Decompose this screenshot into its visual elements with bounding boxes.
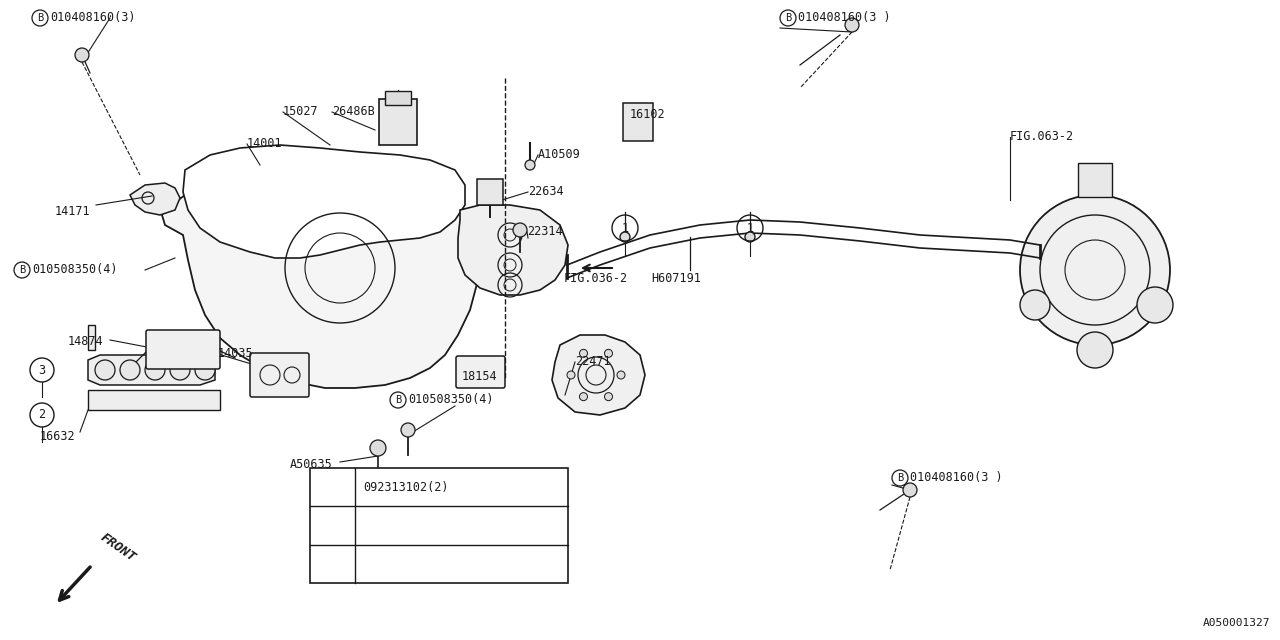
Text: A050001327: A050001327 [1202, 618, 1270, 628]
Text: 14171: 14171 [55, 205, 91, 218]
Circle shape [620, 232, 630, 242]
Text: 18154: 18154 [462, 370, 498, 383]
FancyBboxPatch shape [623, 103, 653, 141]
Text: 010406160(2 ): 010406160(2 ) [378, 559, 465, 569]
Text: B: B [394, 395, 401, 405]
Text: 22471: 22471 [575, 355, 611, 368]
Circle shape [1020, 290, 1050, 320]
Circle shape [580, 349, 588, 357]
Text: 010508350(4): 010508350(4) [408, 394, 494, 406]
Text: 1: 1 [329, 482, 335, 492]
Circle shape [1137, 287, 1172, 323]
Text: 16632: 16632 [40, 430, 76, 443]
FancyBboxPatch shape [456, 356, 506, 388]
Circle shape [845, 18, 859, 32]
Text: 092313102(2): 092313102(2) [364, 481, 448, 493]
FancyBboxPatch shape [477, 179, 503, 205]
Circle shape [76, 49, 88, 61]
Circle shape [95, 360, 115, 380]
Polygon shape [88, 355, 215, 385]
FancyBboxPatch shape [379, 99, 417, 145]
Text: 2: 2 [329, 520, 335, 531]
Circle shape [745, 232, 755, 242]
Circle shape [170, 360, 189, 380]
Circle shape [525, 160, 535, 170]
Text: H607191: H607191 [652, 272, 701, 285]
Circle shape [1020, 195, 1170, 345]
FancyBboxPatch shape [250, 353, 308, 397]
Circle shape [604, 349, 613, 357]
Circle shape [617, 371, 625, 379]
Text: 3: 3 [38, 364, 46, 376]
Text: A50635: A50635 [291, 458, 333, 471]
Circle shape [604, 393, 613, 401]
PathPatch shape [458, 205, 568, 295]
FancyBboxPatch shape [422, 487, 488, 533]
Text: FIG.036-2: FIG.036-2 [564, 272, 628, 285]
Circle shape [401, 423, 415, 437]
Text: FIG.063-2: FIG.063-2 [1010, 130, 1074, 143]
FancyBboxPatch shape [385, 91, 411, 105]
Text: 14035: 14035 [462, 530, 498, 543]
Text: B: B [364, 559, 370, 569]
Circle shape [195, 360, 215, 380]
Text: 3: 3 [329, 559, 335, 569]
Circle shape [76, 48, 90, 62]
FancyBboxPatch shape [146, 330, 220, 369]
Text: 010408160(3): 010408160(3) [50, 12, 136, 24]
FancyBboxPatch shape [310, 468, 568, 583]
Text: 010508350(4): 010508350(4) [32, 264, 118, 276]
Circle shape [145, 360, 165, 380]
Text: 14874: 14874 [68, 335, 104, 348]
Polygon shape [88, 325, 95, 350]
Polygon shape [552, 335, 645, 415]
Text: B: B [785, 13, 791, 23]
Circle shape [580, 393, 588, 401]
Circle shape [513, 223, 527, 237]
Text: 22634: 22634 [529, 185, 563, 198]
Text: B: B [19, 265, 26, 275]
Text: 010406200(2 ): 010406200(2 ) [378, 520, 465, 531]
Text: B: B [37, 13, 44, 23]
PathPatch shape [183, 145, 465, 258]
Text: 1: 1 [746, 221, 754, 234]
Text: 16102: 16102 [630, 108, 666, 121]
Text: B: B [897, 473, 904, 483]
Text: 2: 2 [38, 408, 46, 422]
Circle shape [370, 440, 387, 456]
Text: 15027: 15027 [283, 105, 319, 118]
Text: 26486B: 26486B [332, 105, 375, 118]
Text: A10509: A10509 [538, 148, 581, 161]
Polygon shape [131, 183, 180, 215]
Text: 14001: 14001 [247, 137, 283, 150]
Text: 22314: 22314 [527, 225, 563, 238]
Circle shape [902, 483, 916, 497]
Text: 1: 1 [621, 221, 628, 234]
FancyBboxPatch shape [1078, 163, 1112, 197]
Circle shape [567, 371, 575, 379]
Polygon shape [88, 390, 220, 410]
Circle shape [1076, 332, 1114, 368]
PathPatch shape [163, 178, 480, 388]
Text: 14035: 14035 [218, 347, 253, 360]
Text: 010408160(3 ): 010408160(3 ) [797, 12, 891, 24]
Text: 010408160(3 ): 010408160(3 ) [910, 472, 1002, 484]
Circle shape [120, 360, 140, 380]
Text: B: B [364, 520, 370, 531]
Text: FRONT: FRONT [99, 531, 138, 564]
